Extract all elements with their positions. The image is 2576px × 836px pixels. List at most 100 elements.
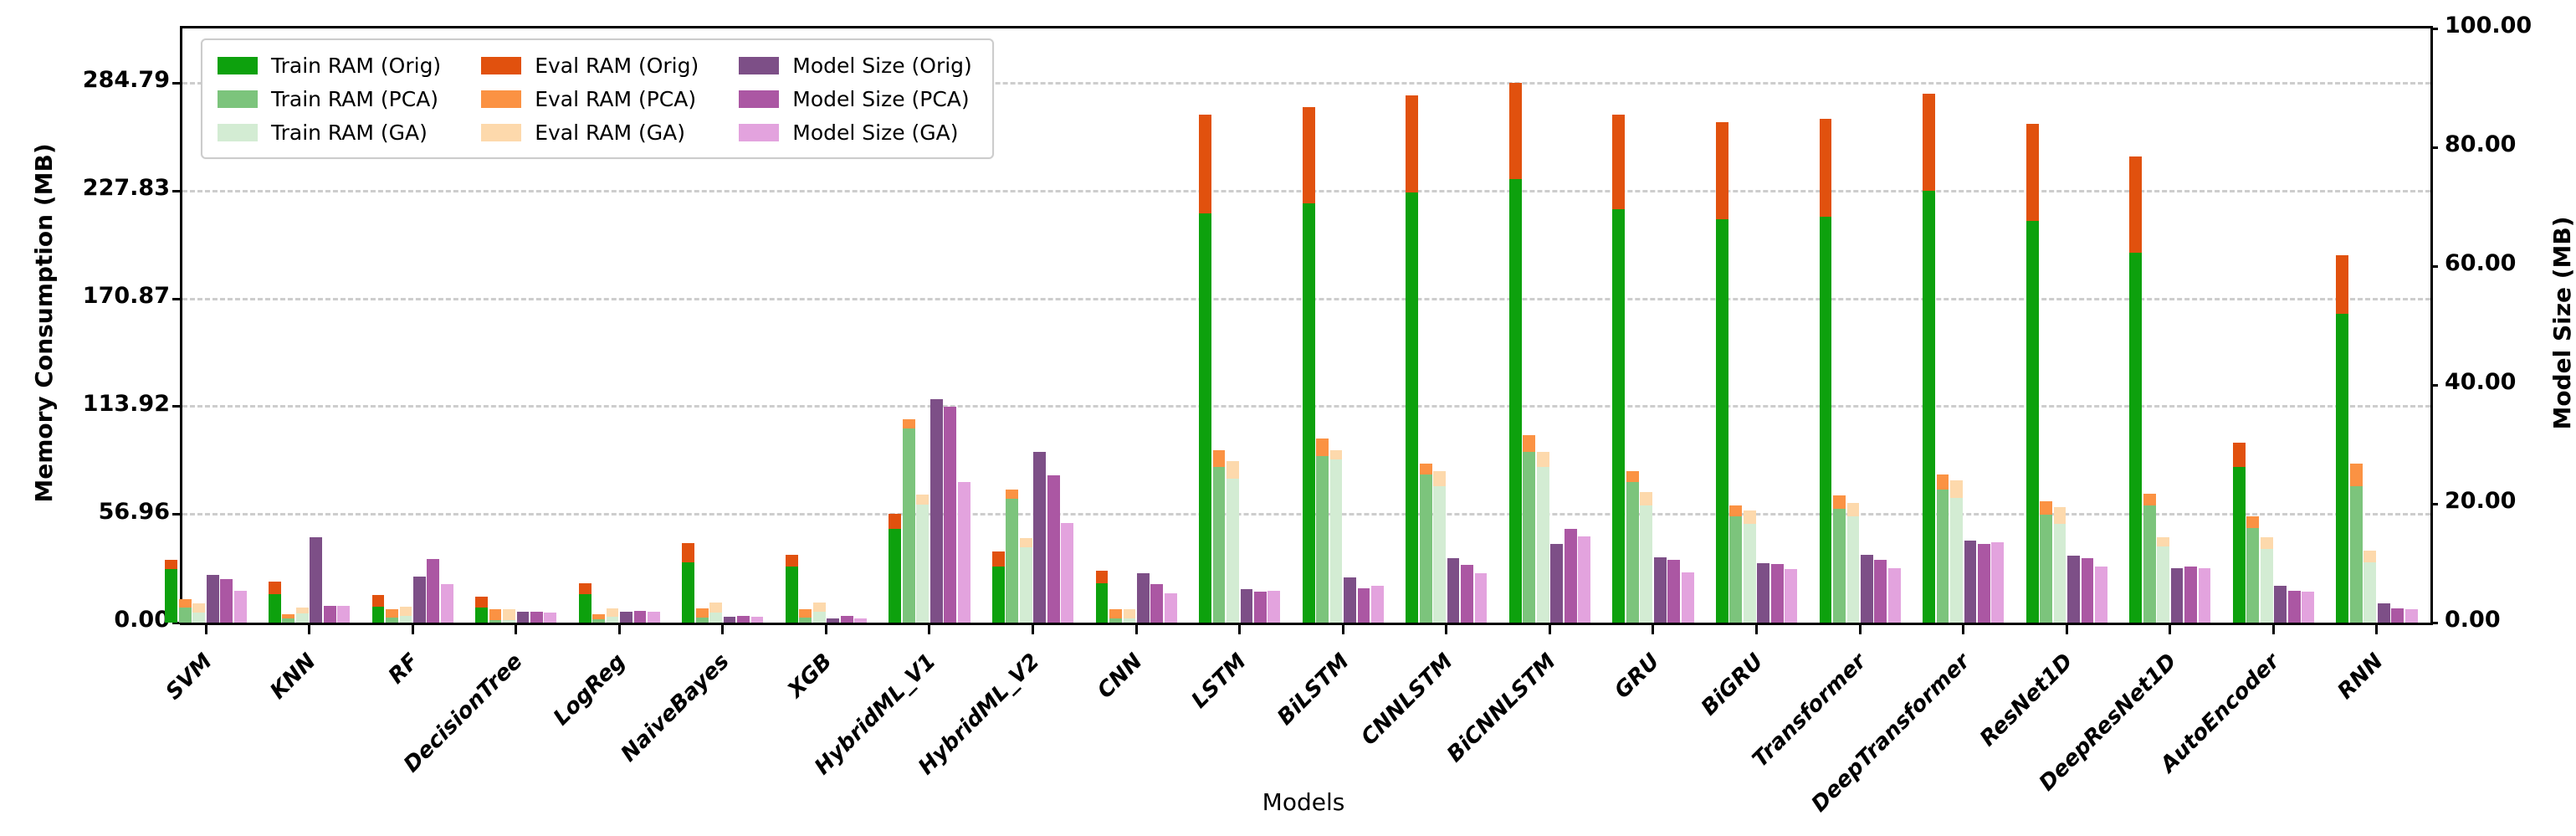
bar-eval-orig-HybridML_V2 <box>992 551 1005 567</box>
bar-eval-ga-XGB <box>812 602 826 613</box>
bar-train-ga-DeepResNet1D <box>2157 546 2170 623</box>
bar-train-ga-BiGRU <box>1743 524 1756 623</box>
bar-eval-pca-BiGRU <box>1729 505 1743 517</box>
legend-label: Train RAM (Orig) <box>271 53 442 78</box>
bar-modelsize-ga-DecisionTree <box>544 612 557 623</box>
x-axis-tick <box>1238 625 1242 634</box>
bar-eval-orig-GRU <box>1612 115 1626 210</box>
bar-eval-pca-ResNet1D <box>2040 501 2052 515</box>
bar-modelsize-pca-DeepTransformer <box>1977 544 1990 623</box>
bar-modelsize-orig-RNN <box>2377 603 2390 623</box>
x-tick-label-HybridML_V2: HybridML_V2 <box>913 649 1045 780</box>
bar-eval-ga-CNNLSTM <box>1433 470 1447 486</box>
right-tick-label: 0.00 <box>2445 607 2501 633</box>
bar-eval-ga-GRU <box>1640 491 1653 505</box>
bar-modelsize-ga-KNN <box>337 606 351 623</box>
bar-modelsize-pca-BiLSTM <box>1357 587 1370 623</box>
bar-modelsize-orig-Transformer <box>1860 555 1873 623</box>
bar-train-pca-BiGRU <box>1729 516 1743 623</box>
bar-eval-orig-BiLSTM <box>1302 106 1315 204</box>
bar-modelsize-orig-XGB <box>827 618 840 623</box>
x-axis-tick <box>1134 625 1138 634</box>
bar-train-pca-CNN <box>1109 618 1122 623</box>
bar-modelsize-orig-HybridML_V1 <box>930 399 943 623</box>
bar-train-ga-CNNLSTM <box>1433 485 1447 623</box>
bar-train-orig-GRU <box>1612 209 1626 623</box>
bar-train-ga-SVM <box>192 612 206 623</box>
bar-eval-orig-HybridML_V1 <box>889 514 902 529</box>
bar-modelsize-pca-LSTM <box>1254 592 1267 623</box>
bar-modelsize-pca-NaiveBayes <box>737 616 750 623</box>
x-axis-tick <box>1548 625 1551 634</box>
bar-train-orig-KNN <box>269 594 281 623</box>
bar-train-ga-DecisionTree <box>503 620 515 623</box>
bar-modelsize-ga-BiGRU <box>1785 569 1798 623</box>
bar-modelsize-ga-DeepTransformer <box>1991 542 2005 623</box>
bar-eval-pca-HybridML_V1 <box>902 418 915 429</box>
bar-train-ga-RNN <box>2363 562 2377 623</box>
bar-modelsize-ga-SVM <box>233 590 247 623</box>
bar-eval-pca-CNNLSTM <box>1419 463 1432 475</box>
bar-modelsize-ga-HybridML_V1 <box>957 481 970 623</box>
bar-train-ga-LSTM <box>1227 478 1239 623</box>
bar-train-orig-Transformer <box>1819 217 1832 623</box>
x-tick-label-DeepResNet1D: DeepResNet1D <box>2034 649 2182 797</box>
x-axis-tick <box>411 625 414 634</box>
legend-swatch-icon <box>218 90 258 108</box>
right-axis-tick <box>2430 621 2438 624</box>
bar-modelsize-pca-BiCNNLSTM <box>1564 528 1577 623</box>
right-tick-label: 40.00 <box>2445 369 2517 395</box>
bar-modelsize-ga-BiLSTM <box>1371 585 1384 623</box>
bar-eval-orig-AutoEncoder <box>2232 442 2246 468</box>
bar-eval-orig-SVM <box>165 560 178 569</box>
bar-train-pca-LogReg <box>592 618 605 623</box>
bar-train-ga-KNN <box>295 613 309 623</box>
bar-modelsize-pca-XGB <box>840 616 853 623</box>
right-tick-label: 80.00 <box>2445 131 2517 157</box>
bar-train-orig-XGB <box>785 566 798 623</box>
bar-eval-ga-HybridML_V2 <box>1019 537 1032 548</box>
bar-eval-pca-DecisionTree <box>489 608 502 621</box>
bar-eval-pca-XGB <box>799 608 812 618</box>
x-axis-tick <box>1755 625 1759 634</box>
bar-modelsize-orig-ResNet1D <box>2067 556 2080 623</box>
bar-train-orig-DeepTransformer <box>1923 190 1935 623</box>
bar-modelsize-ga-CNN <box>1164 593 1177 623</box>
bar-train-ga-RF <box>399 616 412 623</box>
x-tick-label-Transformer: Transformer <box>1748 649 1872 773</box>
bar-eval-orig-DeepTransformer <box>1923 94 1935 191</box>
bar-modelsize-ga-RF <box>440 583 453 623</box>
bar-eval-orig-RF <box>371 594 385 607</box>
bar-train-pca-DecisionTree <box>489 620 502 623</box>
bar-eval-orig-KNN <box>269 582 281 595</box>
bar-modelsize-orig-DeepResNet1D <box>2170 567 2184 623</box>
bar-train-pca-HybridML_V2 <box>1006 499 1019 623</box>
bar-eval-orig-CNN <box>1095 570 1109 583</box>
legend-label: Model Size (GA) <box>792 120 959 145</box>
bar-modelsize-orig-DeepTransformer <box>1964 541 1977 623</box>
bar-modelsize-orig-NaiveBayes <box>723 616 736 623</box>
bar-eval-ga-NaiveBayes <box>709 602 723 613</box>
x-axis-tick <box>2271 625 2275 634</box>
bar-modelsize-ga-XGB <box>854 618 867 623</box>
x-tick-label-KNN: KNN <box>264 649 321 705</box>
bar-train-orig-LogReg <box>578 594 592 623</box>
bar-modelsize-ga-CNNLSTM <box>1474 573 1488 623</box>
bar-eval-pca-LogReg <box>592 614 605 619</box>
bar-train-orig-SVM <box>165 568 178 623</box>
bar-train-ga-HybridML_V1 <box>916 504 930 623</box>
bar-modelsize-ga-ResNet1D <box>2095 567 2107 623</box>
bar-train-ga-DeepTransformer <box>1950 497 1963 623</box>
legend-swatch-icon <box>218 56 258 74</box>
bar-eval-orig-ResNet1D <box>2025 124 2039 221</box>
bar-eval-pca-GRU <box>1626 470 1639 483</box>
bar-eval-ga-BiGRU <box>1743 510 1756 525</box>
bar-eval-pca-LSTM <box>1212 449 1226 468</box>
bar-train-pca-DeepResNet1D <box>2143 505 2156 623</box>
bar-modelsize-orig-HybridML_V2 <box>1033 452 1047 623</box>
bar-train-ga-NaiveBayes <box>709 612 723 623</box>
x-tick-label-BiCNNLSTM: BiCNNLSTM <box>1442 649 1562 767</box>
x-tick-label-SVM: SVM <box>161 649 218 705</box>
x-tick-label-RNN: RNN <box>2333 649 2389 705</box>
x-tick-label-RF: RF <box>383 649 424 690</box>
